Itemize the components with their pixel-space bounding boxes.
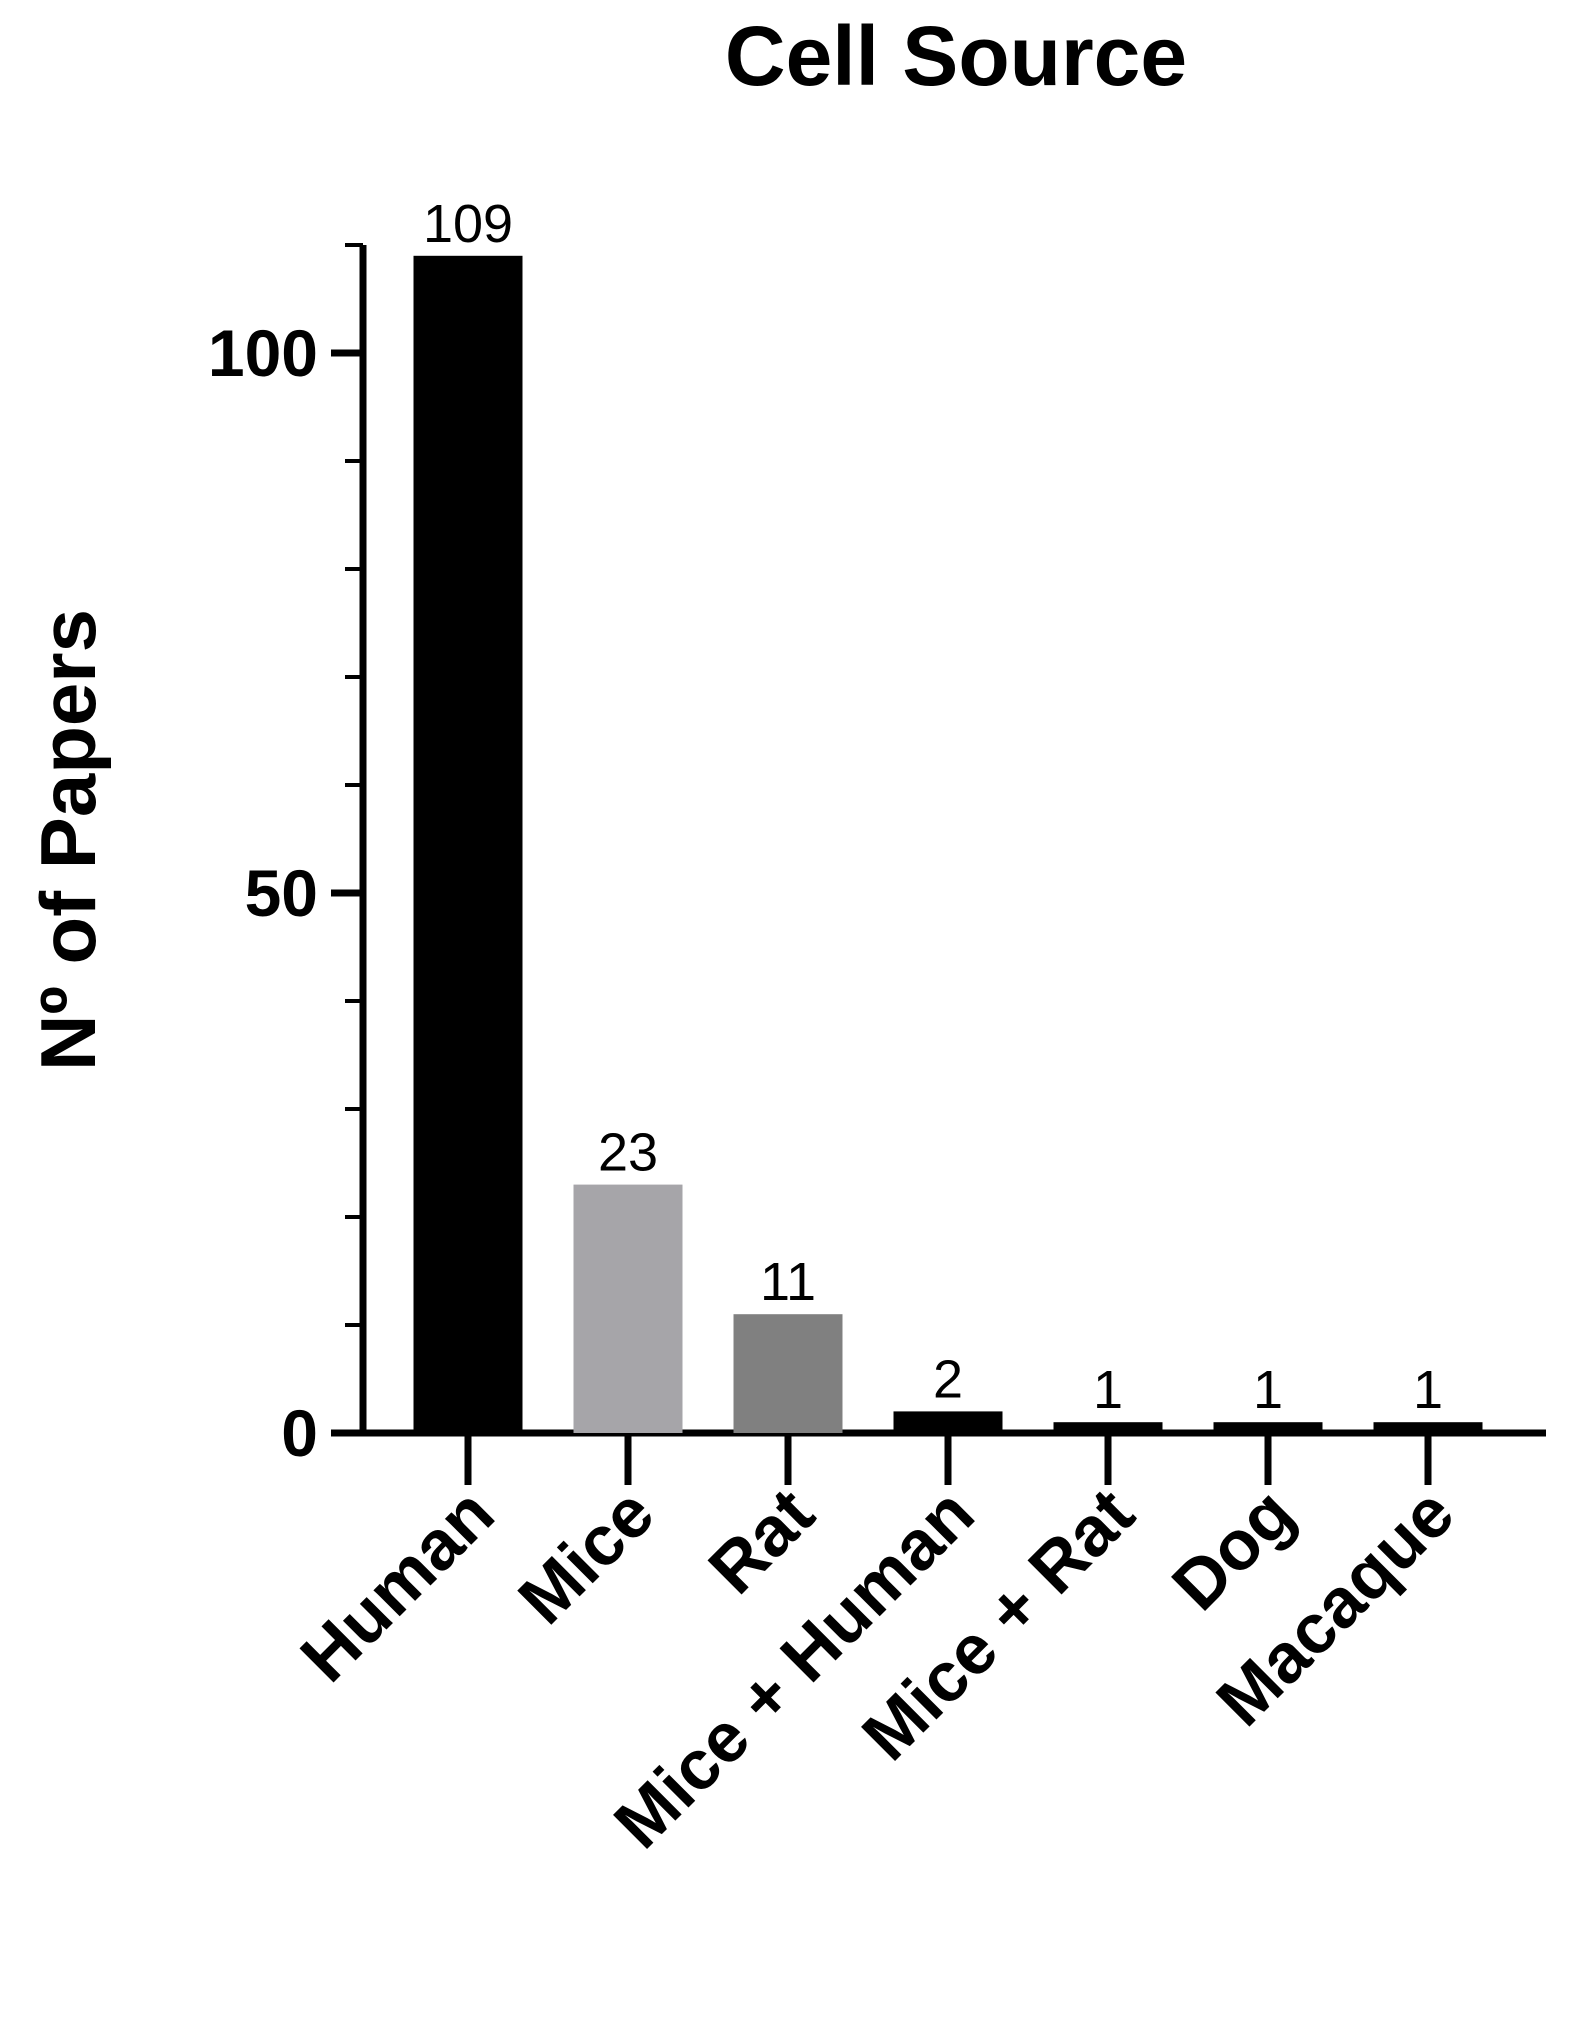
bar — [1373, 1422, 1483, 1433]
x-tick-label: Mice — [503, 1473, 668, 1638]
bar — [413, 255, 523, 1433]
bar — [893, 1411, 1003, 1433]
y-tick-label: 50 — [245, 856, 318, 930]
x-tick-label: Rat — [694, 1473, 829, 1608]
y-axis-label: Nº of Papers — [24, 609, 112, 1071]
bar — [1053, 1422, 1163, 1433]
y-tick-label: 100 — [208, 316, 318, 390]
value-label: 1 — [1413, 1360, 1443, 1420]
bar — [733, 1314, 843, 1433]
bar — [1213, 1422, 1323, 1433]
value-label: 109 — [423, 194, 513, 254]
value-label: 2 — [933, 1349, 963, 1409]
value-label: 1 — [1253, 1360, 1283, 1420]
value-label: 11 — [760, 1252, 816, 1312]
chart-title: Cell Source — [725, 9, 1187, 103]
value-label: 1 — [1093, 1360, 1123, 1420]
value-label: 23 — [598, 1123, 658, 1183]
y-tick-label: 0 — [281, 1396, 318, 1470]
x-tick-label: Human — [286, 1473, 509, 1696]
bar — [573, 1184, 683, 1433]
